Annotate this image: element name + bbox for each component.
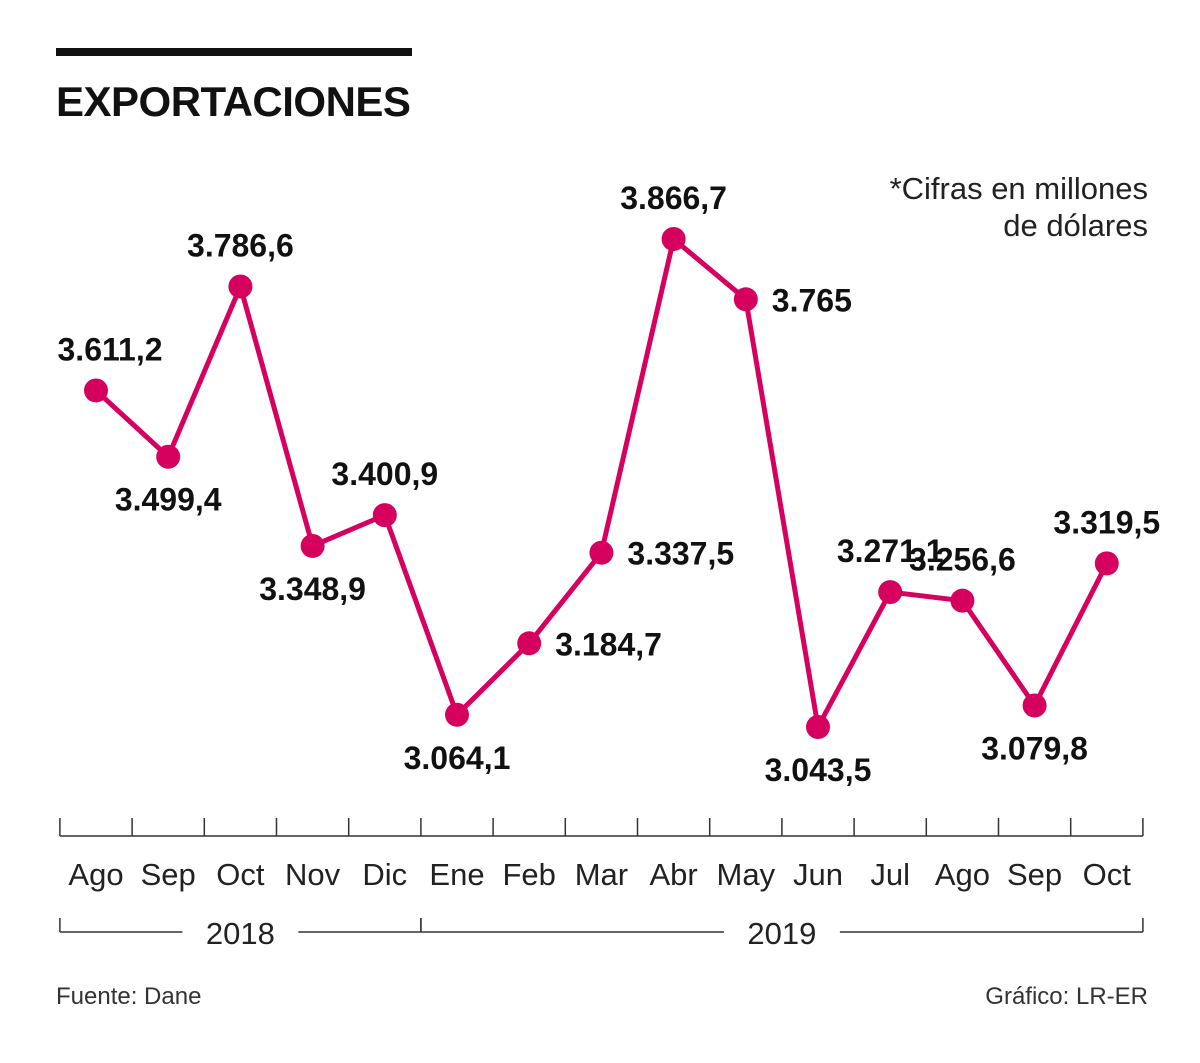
data-point	[372, 503, 397, 528]
data-point	[445, 702, 469, 727]
data-point	[878, 580, 903, 605]
units-note-line2: de dólares	[1003, 208, 1148, 244]
x-tick-label: Mar	[575, 857, 628, 892]
data-point	[950, 588, 975, 613]
data-point	[1094, 551, 1119, 576]
x-tick-label: Oct	[1083, 857, 1132, 892]
data-label: 3.337,5	[627, 536, 734, 572]
x-tick-label: Sep	[141, 857, 196, 892]
x-tick-label: Abr	[649, 857, 697, 892]
x-tick-label: Jun	[793, 857, 843, 892]
data-label: 3.400,9	[331, 456, 438, 492]
data-point	[228, 274, 253, 299]
data-point	[661, 227, 686, 251]
year-label: 2018	[206, 916, 275, 951]
data-point	[589, 540, 614, 565]
year-label: 2019	[747, 916, 816, 951]
x-tick-label: Nov	[285, 857, 341, 892]
data-label: 3.499,4	[115, 482, 222, 518]
data-label: 3.786,6	[187, 227, 294, 263]
data-label: 3.271,1	[837, 533, 944, 569]
data-label: 3.079,8	[981, 730, 1088, 766]
data-label: 3.064,1	[404, 740, 511, 776]
data-label: 3.866,7	[620, 180, 727, 216]
data-label: 3.184,7	[555, 626, 662, 662]
data-point	[733, 287, 758, 312]
x-tick-label: Feb	[502, 857, 555, 892]
x-tick-label: Ene	[429, 857, 484, 892]
data-point	[156, 444, 181, 469]
x-tick-label: Ago	[935, 857, 990, 892]
data-point	[84, 378, 108, 403]
data-label: 3.319,5	[1053, 504, 1160, 540]
data-label: 3.765	[772, 282, 852, 318]
units-note-line1: *Cifras en millones	[889, 171, 1148, 206]
data-point	[517, 631, 542, 656]
data-point	[806, 715, 830, 739]
data-label: 3.043,5	[765, 752, 872, 788]
data-point	[300, 533, 325, 558]
graphic-credit: Gráfico: LR-ER	[985, 983, 1148, 1010]
title-rule	[56, 48, 412, 56]
data-label: 3.256,6	[909, 542, 1016, 578]
x-tick-label: May	[717, 857, 776, 892]
data-label: 3.348,9	[259, 571, 366, 607]
data-point	[1022, 693, 1047, 718]
units-note: *Cifras en millones de dólares	[890, 170, 1148, 244]
data-label: 3.611,2	[58, 331, 163, 367]
chart-title: EXPORTACIONES	[56, 78, 411, 125]
source-note: Fuente: Dane	[56, 983, 202, 1010]
x-tick-label: Dic	[362, 857, 407, 892]
x-tick-label: Ago	[68, 857, 123, 892]
x-tick-label: Sep	[1007, 857, 1062, 892]
x-tick-label: Oct	[216, 857, 265, 892]
x-tick-label: Jul	[870, 857, 910, 892]
